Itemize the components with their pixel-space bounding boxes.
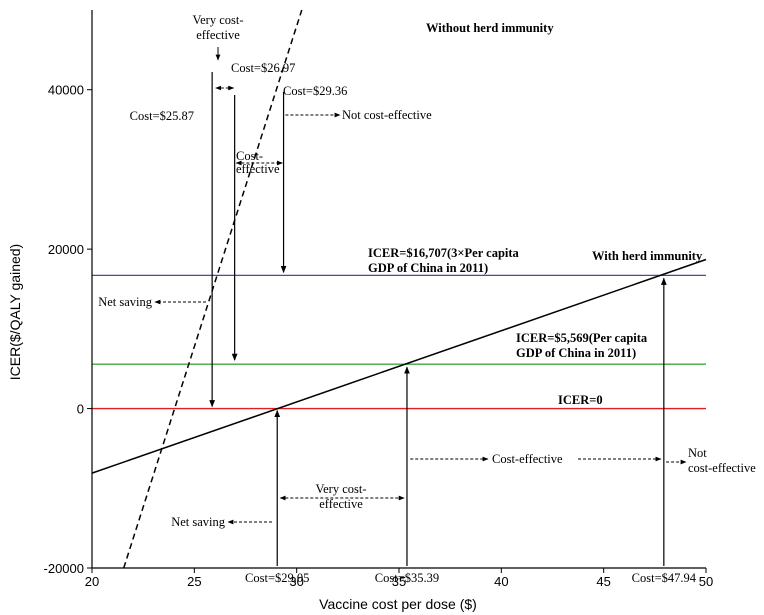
plot-area: 20 25 30 35 40 45 50 -20000 0 20000 40000 Cost=$25…: [44, 9, 756, 589]
cost-label: Cost=$35.39: [375, 571, 439, 585]
cost-effective-label: Cost-: [236, 149, 263, 163]
x-tick-label: 30: [289, 574, 303, 589]
cost-effective-label: Cost-effective: [492, 452, 563, 466]
not-cost-effective-label: Not cost-effective: [342, 108, 432, 122]
x-tick-label: 20: [85, 574, 99, 589]
axes: 20 25 30 35 40 45 50 -20000 0 20000 40000: [44, 10, 713, 589]
y-tick-label: 0: [77, 402, 84, 417]
y-tick-label: 20000: [48, 242, 84, 257]
annotations: Cost=$25.87 Cost=$26.97 Cost=$29.36 Cost=$2…: [98, 13, 756, 585]
net-saving-label: Net saving: [171, 515, 226, 529]
cost-label: Cost=$29.05: [245, 571, 309, 585]
very-cost-effective-label: Very cost-: [192, 13, 243, 27]
not-cost-effective-label: Not: [688, 446, 707, 460]
series-lines: [91, 9, 707, 569]
x-tick-label: 50: [699, 574, 713, 589]
x-tick-label: 35: [392, 574, 406, 589]
cost-marker-arrows: [209, 72, 667, 566]
without-herd-immunity-label: Without herd immunity: [426, 21, 554, 35]
x-axis-title: Vaccine cost per dose ($): [319, 596, 477, 612]
very-cost-effective-label: effective: [196, 28, 240, 42]
series-line-1: [123, 9, 303, 569]
cost-label: Cost=$29.36: [283, 84, 347, 98]
y-tick-label: 40000: [48, 83, 84, 98]
with-herd-immunity-label: With herd immunity: [592, 249, 703, 263]
series-line-0: [91, 258, 707, 474]
threshold-label: ICER=$16,707(3×Per capita: [368, 246, 520, 260]
cost-label: Cost=$25.87: [130, 109, 194, 123]
cost-label: Cost=$26.97: [231, 61, 295, 75]
y-axis-title: ICER($/QALY gained): [7, 244, 23, 380]
y-tick-label: -20000: [44, 561, 84, 576]
threshold-label: GDP of China in 2011): [368, 261, 488, 275]
cost-effective-label: effective: [236, 162, 280, 176]
threshold-label: ICER=0: [558, 393, 603, 407]
threshold-lines: [92, 274, 706, 410]
threshold-label: ICER=$5,569(Per capita: [516, 331, 648, 345]
x-tick-label: 40: [494, 574, 508, 589]
threshold-label: GDP of China in 2011): [516, 346, 636, 360]
net-saving-label: Net saving: [98, 295, 153, 309]
x-tick-label: 25: [187, 574, 201, 589]
very-cost-effective-label: Very cost-: [315, 482, 366, 496]
x-tick-label: 45: [596, 574, 610, 589]
not-cost-effective-label: cost-effective: [688, 461, 756, 475]
cost-label: Cost=$47.94: [632, 571, 697, 585]
very-cost-effective-label: effective: [319, 497, 363, 511]
